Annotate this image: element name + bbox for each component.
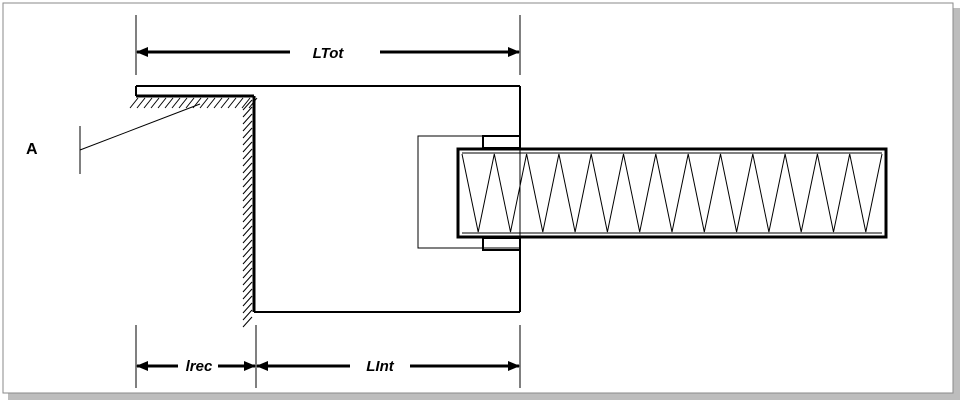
hatch-stroke <box>242 281 253 293</box>
hatch-stroke <box>242 274 253 286</box>
hatch-stroke <box>242 267 253 279</box>
hatch-stroke <box>220 97 230 109</box>
hatch-stroke <box>242 211 253 223</box>
hatch-stroke <box>242 99 253 111</box>
hatch-stroke <box>185 97 195 109</box>
wall-support <box>129 94 258 328</box>
hatch-stroke <box>242 176 253 188</box>
hatch-stroke <box>164 97 174 109</box>
hatch-stroke <box>242 106 253 118</box>
hatch-stroke <box>242 155 253 167</box>
hatch-stroke <box>242 113 253 125</box>
hatch-stroke <box>242 169 253 181</box>
hatch-stroke <box>213 97 223 109</box>
spring-zigzag <box>461 153 883 233</box>
hatch-stroke <box>242 246 253 258</box>
ltot-dimension: LTot <box>135 15 521 75</box>
hatch-stroke <box>242 239 253 251</box>
hatch-stroke <box>242 197 253 209</box>
hatch-stroke <box>242 141 253 153</box>
hatch-stroke <box>242 190 253 202</box>
hatch-stroke <box>242 148 253 160</box>
point-a-marker: A <box>26 103 201 174</box>
hatch-stroke <box>242 309 253 321</box>
wall-hatching <box>129 97 258 328</box>
point-a-leader-line <box>79 103 201 151</box>
hatch-stroke <box>242 120 253 132</box>
hatch-stroke <box>242 316 253 328</box>
hatch-stroke <box>199 97 209 109</box>
hatch-stroke <box>178 97 188 109</box>
hatch-stroke <box>206 97 216 109</box>
spring-rod-body <box>456 147 888 239</box>
hatch-stroke <box>136 97 146 109</box>
hatch-stroke <box>157 97 167 109</box>
hatch-stroke <box>242 162 253 174</box>
hatch-stroke <box>171 97 181 109</box>
spring-rod <box>456 147 888 239</box>
hatch-stroke <box>129 97 139 109</box>
hatch-stroke <box>242 232 253 244</box>
hatch-stroke <box>242 127 253 139</box>
hatch-stroke <box>242 204 253 216</box>
hatch-stroke <box>227 97 237 109</box>
cavity-box <box>135 85 521 313</box>
flange-outer-box <box>417 135 521 249</box>
hatch-stroke <box>242 134 253 146</box>
hatch-stroke <box>242 288 253 300</box>
hatch-stroke <box>234 97 244 109</box>
hatch-stroke <box>242 225 253 237</box>
hatch-stroke <box>143 97 153 109</box>
hatch-stroke <box>242 295 253 307</box>
hatch-stroke <box>242 260 253 272</box>
hatch-stroke <box>242 218 253 230</box>
hatch-stroke <box>248 97 258 109</box>
hatch-stroke <box>242 183 253 195</box>
lrec-label: lrec <box>186 358 213 375</box>
ltot-label: LTot <box>313 45 345 62</box>
hatch-stroke <box>150 97 160 109</box>
diagram-frame <box>2 2 954 394</box>
lint-label: LInt <box>366 358 394 375</box>
point-a-label: A <box>26 141 38 158</box>
bottom-dimensions: lrec LInt <box>135 325 521 388</box>
hatch-stroke <box>241 97 251 109</box>
hatch-stroke <box>242 253 253 265</box>
hatch-stroke <box>242 302 253 314</box>
